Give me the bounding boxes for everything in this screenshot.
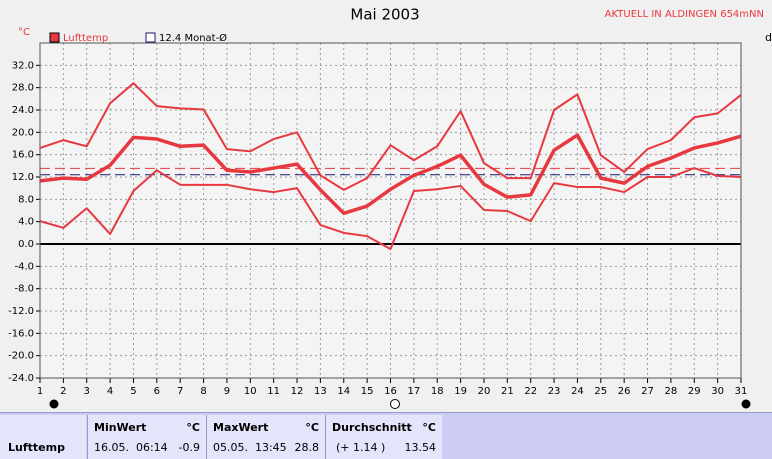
y-tick-label: -16.0 <box>8 328 34 339</box>
x-tick-label: 31 <box>735 386 748 397</box>
marks <box>39 82 742 251</box>
station-header: AKTUELL IN ALDINGEN 654mNN <box>605 9 764 20</box>
legend-label: 12.4 Monat-Ø <box>159 32 227 44</box>
x-tick-label: 19 <box>454 386 467 397</box>
moon-phase <box>49 399 59 409</box>
y-tick-label: -12.0 <box>8 306 34 317</box>
x-tick-label: 5 <box>130 386 136 397</box>
plot-border <box>39 42 742 379</box>
edge-label: d <box>765 31 772 44</box>
col-time: (+ 1.14 ) <box>336 441 386 454</box>
col-title: MinWert <box>94 421 147 434</box>
x-tick-label: 2 <box>60 386 66 397</box>
col-value: -0.9 <box>178 441 200 454</box>
grid <box>36 43 742 383</box>
x-tick-label: 1 <box>37 386 43 397</box>
y-tick-label: -4.0 <box>14 261 34 272</box>
y-tick-label: 24.0 <box>12 105 34 116</box>
x-tick-label: 17 <box>407 386 420 397</box>
unit-label: °C <box>18 27 30 38</box>
stats-cell: MinWert °C 16.05. 06:14 -0.9 <box>87 415 206 459</box>
x-tick-label: 23 <box>548 386 561 397</box>
stats-cell: Lufttemp <box>0 415 86 459</box>
row-label: Lufttemp <box>8 441 65 454</box>
stats-cell: Durchschnitt °C (+ 1.14 ) 13.54 <box>325 415 442 459</box>
chart: Mai 2003 AKTUELL IN ALDINGEN 654mNN °C d… <box>8 6 772 409</box>
x-tick-label: 6 <box>154 386 160 397</box>
col-value: 28.8 <box>294 441 320 454</box>
x-tick-label: 11 <box>267 386 280 397</box>
x-tick-label: 8 <box>200 386 206 397</box>
x-tick-label: 21 <box>501 386 514 397</box>
x-tick-label: 30 <box>711 386 724 397</box>
col-title: Durchschnitt <box>332 421 412 434</box>
col-unit: °C <box>186 421 200 434</box>
y-tick-label: -8.0 <box>14 284 34 295</box>
y-tick-label: 16.0 <box>12 150 34 161</box>
mean-line <box>39 133 742 216</box>
chart-title: Mai 2003 <box>350 6 419 24</box>
col-unit: °C <box>305 421 319 434</box>
x-tick-label: 28 <box>665 386 678 397</box>
x-tick-label: 18 <box>431 386 444 397</box>
x-tick-label: 10 <box>244 386 257 397</box>
x-tick-label: 22 <box>524 386 537 397</box>
col-title: MaxWert <box>213 421 269 434</box>
x-tick-label: 9 <box>224 386 230 397</box>
col-time: 16.05. 06:14 <box>94 441 168 454</box>
legend-label: Lufttemp <box>63 33 108 44</box>
col-unit: °C <box>422 421 436 434</box>
x-tick-label: 12 <box>291 386 304 397</box>
legend-swatch <box>145 32 156 43</box>
x-tick-label: 13 <box>314 386 327 397</box>
col-value: 13.54 <box>404 441 437 454</box>
x-tick-label: 7 <box>177 386 183 397</box>
y-tick-label: 8.0 <box>18 194 34 205</box>
x-tick-label: 27 <box>641 386 654 397</box>
y-tick-label: -20.0 <box>8 351 34 362</box>
y-tick-label: 32.0 <box>12 60 34 71</box>
x-tick-label: 14 <box>337 386 350 397</box>
legend-swatch <box>49 32 60 43</box>
x-tick-label: 15 <box>361 386 374 397</box>
x-tick-label: 4 <box>107 386 113 397</box>
y-tick-label: 12.0 <box>12 172 34 183</box>
x-tick-label: 24 <box>571 386 584 397</box>
stats-panel: Lufttemp MinWert °C 16.05. 06:14 -0.9 Ma… <box>0 412 772 459</box>
x-tick-label: 16 <box>384 386 397 397</box>
y-tick-label: 20.0 <box>12 127 34 138</box>
max-line <box>39 82 742 191</box>
x-tick-label: 3 <box>84 386 90 397</box>
y-tick-label: -24.0 <box>8 373 34 384</box>
x-tick-label: 26 <box>618 386 631 397</box>
stats-cell: MaxWert °C 05.05. 13:45 28.8 <box>206 415 325 459</box>
y-tick-label: 4.0 <box>18 217 34 228</box>
x-tick-label: 20 <box>478 386 491 397</box>
col-time: 05.05. 13:45 <box>213 441 287 454</box>
min-line <box>39 167 742 251</box>
moon-phase <box>741 399 751 409</box>
y-tick-label: 0.0 <box>18 239 34 250</box>
moon-phase <box>390 399 400 409</box>
x-tick-label: 25 <box>594 386 607 397</box>
y-tick-label: 28.0 <box>12 83 34 94</box>
x-tick-label: 29 <box>688 386 701 397</box>
